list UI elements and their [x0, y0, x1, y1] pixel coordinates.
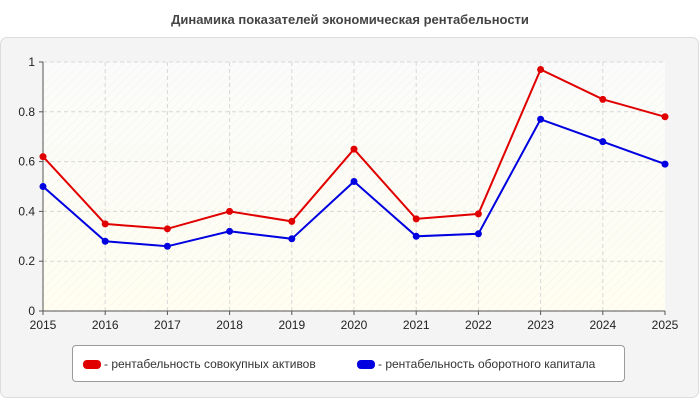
legend-item-series-1[interactable]: - рентабельность совокупных активов: [83, 357, 316, 371]
series-2-point: [288, 235, 296, 243]
legend-label-series-2: - рентабельность оборотного капитала: [378, 357, 596, 371]
series-2-point: [537, 115, 545, 123]
x-tick-label: 2025: [652, 318, 679, 332]
series-1-point: [537, 65, 545, 73]
legend-swatch-series-1: [83, 359, 101, 369]
x-tick-label: 2016: [92, 318, 119, 332]
series-1-point: [350, 145, 358, 153]
series-2-point: [474, 230, 482, 238]
series-2-point: [163, 242, 171, 250]
series-1-point: [412, 215, 420, 223]
series-1-point: [163, 225, 171, 233]
y-tick-label: 1: [28, 55, 35, 69]
plot-area: [43, 62, 665, 311]
y-tick-label: 0.2: [18, 254, 35, 268]
plot-hatch: [43, 62, 665, 311]
series-1-point: [39, 153, 47, 161]
legend: - рентабельность совокупных активов - ре…: [72, 345, 625, 382]
series-2-point: [599, 138, 607, 146]
x-tick-label: 2021: [403, 318, 430, 332]
x-tick-label: 2019: [278, 318, 305, 332]
grid: [43, 61, 665, 311]
x-tick-label: 2023: [527, 318, 554, 332]
x-tick-label: 2022: [465, 318, 492, 332]
x-tick-label: 2024: [589, 318, 616, 332]
legend-swatch-series-2: [357, 359, 375, 369]
y-tick-label: 0: [28, 304, 35, 318]
series-1-point: [661, 113, 669, 121]
x-tick-label: 2015: [30, 318, 57, 332]
series-1-point: [226, 207, 234, 215]
x-tick-label: 2018: [216, 318, 243, 332]
x-tick-label: 2020: [341, 318, 368, 332]
legend-item-series-2[interactable]: - рентабельность оборотного капитала: [357, 357, 595, 371]
series-1-point: [599, 95, 607, 103]
chart-title: Динамика показателей экономическая рента…: [171, 12, 529, 27]
series: [39, 65, 669, 250]
y-tick-label: 0.6: [18, 155, 35, 169]
series-2-point: [39, 183, 47, 190]
series-1-point: [101, 220, 109, 228]
x-tick-label: 2017: [154, 318, 181, 332]
y-tick-label: 0.8: [18, 105, 35, 119]
series-2-point: [101, 237, 109, 245]
series-2-point: [226, 227, 234, 235]
y-tick-label: 0.4: [18, 204, 35, 218]
series-1-point: [474, 210, 482, 218]
legend-label-series-1: - рентабельность совокупных активов: [104, 357, 316, 371]
series-2-point: [661, 160, 669, 168]
series-2-point: [412, 232, 420, 240]
series-2-point: [350, 178, 358, 186]
tick-labels: 0 0.2 0.4 0.6 0.8 1 2015 2016 2017 2018 2019 2020 20…: [18, 55, 678, 332]
series-1-point: [288, 217, 296, 225]
